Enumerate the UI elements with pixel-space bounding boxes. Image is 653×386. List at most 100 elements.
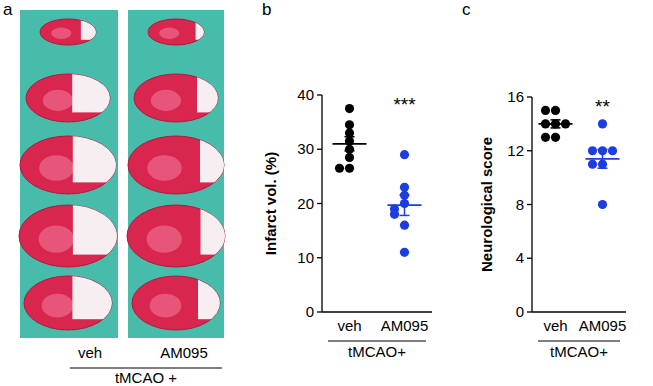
data-point xyxy=(390,210,399,219)
error-bar xyxy=(551,120,561,128)
brain-slice xyxy=(19,205,117,267)
data-point xyxy=(400,248,409,257)
slice-detail xyxy=(39,155,74,181)
error-cap xyxy=(598,167,608,169)
data-point xyxy=(335,164,344,173)
y-tick xyxy=(317,149,322,150)
y-tick-label: 10 xyxy=(297,249,314,266)
slice-detail xyxy=(150,294,182,318)
panel-label: b xyxy=(262,0,271,19)
chart: b010203040vehAM095tMCAO+Infarct vol. (%)… xyxy=(262,0,432,360)
data-point xyxy=(541,133,550,142)
y-tick xyxy=(317,94,322,95)
slice-detail xyxy=(147,155,182,181)
brain-slice xyxy=(24,276,112,330)
x-tick-label: veh xyxy=(543,317,567,334)
column-label: AM095 xyxy=(160,344,208,361)
slice-detail xyxy=(39,225,74,252)
data-point xyxy=(400,150,409,159)
infarct-area xyxy=(72,276,112,319)
infarct-area xyxy=(73,205,117,255)
chart: c0481216vehAM095tMCAO+Neurological score… xyxy=(462,0,626,360)
data-point xyxy=(598,200,607,209)
y-tick-label: 4 xyxy=(516,249,524,266)
panel-label: c xyxy=(462,0,471,19)
brain-slice xyxy=(26,74,110,122)
data-point xyxy=(345,128,354,137)
panel-label: a xyxy=(3,0,13,19)
data-point xyxy=(588,146,597,155)
error-bar xyxy=(400,195,410,216)
brain-slice xyxy=(40,19,96,45)
x-axis-label: tMCAO+ xyxy=(550,343,608,360)
y-tick xyxy=(317,311,322,312)
group-label: tMCAO + xyxy=(115,369,177,386)
y-tick xyxy=(527,150,532,151)
group-line xyxy=(328,340,426,341)
infarct-area xyxy=(72,74,110,112)
data-point xyxy=(608,146,617,155)
data-point xyxy=(345,104,354,113)
data-point xyxy=(598,119,607,128)
x-tick-label: veh xyxy=(337,317,361,334)
slice-column xyxy=(19,10,118,338)
error-whisker xyxy=(555,120,557,128)
error-whisker xyxy=(602,149,604,168)
y-tick-label: 30 xyxy=(297,140,314,157)
y-tick-label: 20 xyxy=(297,195,314,212)
y-tick xyxy=(527,258,532,259)
y-tick xyxy=(527,96,532,97)
brain-slice xyxy=(148,19,204,45)
y-tick xyxy=(317,203,322,204)
photo-background xyxy=(128,10,224,338)
x-axis xyxy=(532,311,626,312)
infarct-area xyxy=(73,136,116,182)
error-cap xyxy=(551,127,561,129)
infarct-area xyxy=(200,136,224,182)
y-tick xyxy=(527,311,532,312)
y-axis-label: Neurological score xyxy=(478,137,495,272)
photo-background xyxy=(20,10,118,338)
y-tick-label: 0 xyxy=(516,303,524,320)
data-point xyxy=(551,106,560,115)
brain-slice xyxy=(134,74,218,122)
infarct-area xyxy=(198,276,220,319)
y-tick-label: 8 xyxy=(516,196,524,213)
y-tick-label: 0 xyxy=(306,303,314,320)
x-axis-label: tMCAO+ xyxy=(348,343,406,360)
slice-detail xyxy=(51,28,71,39)
error-bar xyxy=(345,137,355,151)
brain-slice xyxy=(128,136,224,194)
brain-slice xyxy=(132,276,220,330)
group-line xyxy=(538,340,620,341)
infarct-area xyxy=(196,19,204,40)
slice-detail xyxy=(147,225,182,252)
marks xyxy=(539,106,620,209)
y-tick xyxy=(527,204,532,205)
data-point xyxy=(400,221,409,230)
y-tick-label: 16 xyxy=(507,88,524,105)
data-point xyxy=(588,160,597,169)
data-point xyxy=(345,153,354,162)
error-cap xyxy=(400,215,410,217)
error-bar xyxy=(598,149,608,168)
error-cap xyxy=(598,149,608,151)
slice-column xyxy=(127,10,225,338)
significance: ** xyxy=(595,96,610,117)
slice-detail xyxy=(43,90,73,111)
y-tick-label: 40 xyxy=(297,86,314,103)
marks xyxy=(333,104,422,257)
y-tick xyxy=(317,257,322,258)
figure: avehAM095tMCAO +b010203040vehAM095tMCAO+… xyxy=(0,0,653,386)
brain-slice xyxy=(127,205,225,267)
error-cap xyxy=(345,150,355,152)
error-cap xyxy=(551,119,561,121)
data-point xyxy=(400,183,409,192)
error-cap xyxy=(345,136,355,138)
data-point xyxy=(345,164,354,173)
infarct-area xyxy=(197,74,218,112)
x-tick-label: AM095 xyxy=(381,317,429,334)
infarct-area xyxy=(81,19,96,40)
infarct-area xyxy=(201,205,226,255)
x-tick-label: AM095 xyxy=(579,317,627,334)
